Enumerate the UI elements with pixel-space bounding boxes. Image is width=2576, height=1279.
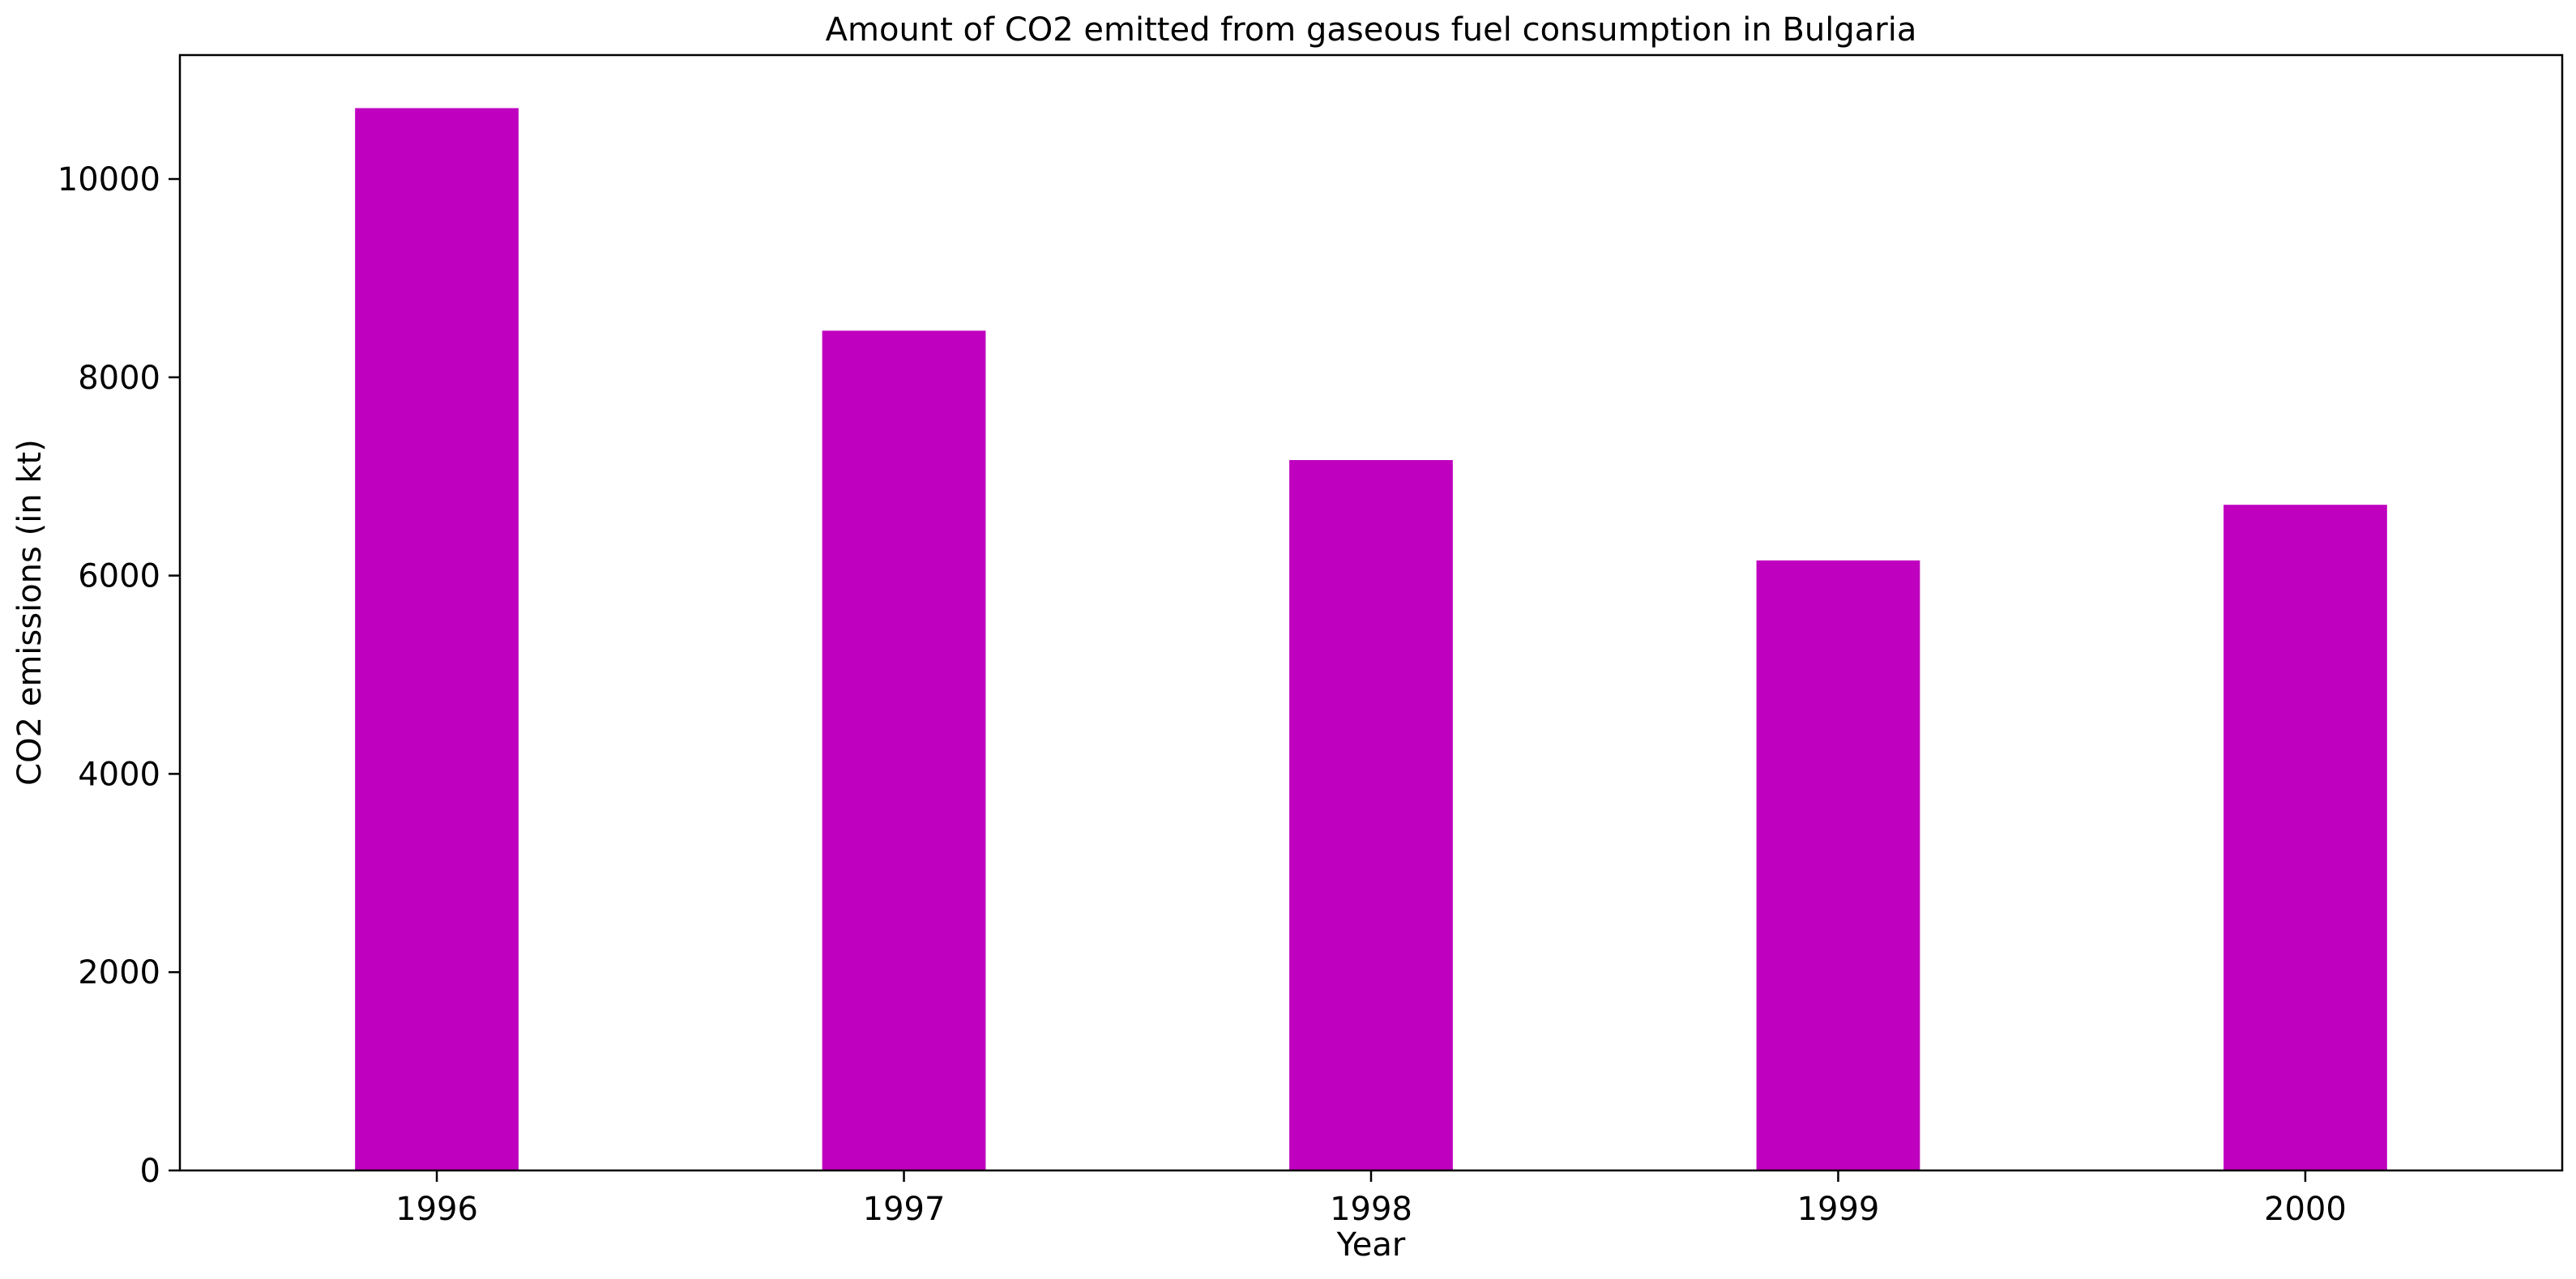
chart-title: Amount of CO2 emitted from gaseous fuel …	[826, 11, 1917, 49]
bar-1996	[355, 108, 519, 1170]
bar-1999	[1756, 560, 1920, 1170]
y-tick-label: 2000	[78, 954, 160, 991]
bar-1997	[822, 330, 986, 1171]
y-tick-label: 10000	[58, 161, 160, 198]
y-tick-label: 8000	[78, 360, 160, 397]
x-tick-label: 1998	[1330, 1191, 1412, 1228]
plot-frame	[178, 53, 2564, 1172]
bars-group	[355, 108, 2387, 1171]
x-axis-label: Year	[1336, 1226, 1406, 1264]
y-tick-label: 6000	[78, 558, 160, 595]
x-tick-label: 1999	[1797, 1191, 1880, 1228]
y-axis: 0 2000 4000 6000 8000 10000	[58, 161, 180, 1190]
bar-1998	[1289, 460, 1453, 1170]
x-tick-label: 1997	[863, 1191, 946, 1228]
x-tick-label: 1996	[395, 1191, 478, 1228]
y-tick-label: 4000	[78, 756, 160, 793]
bar-2000	[2224, 505, 2387, 1170]
y-axis-label: CO2 emissions (in kt)	[11, 439, 49, 786]
x-tick-label: 2000	[2264, 1191, 2347, 1228]
x-axis: 1996 1997 1998 1999 2000	[395, 1170, 2347, 1228]
y-tick-label: 0	[140, 1153, 160, 1190]
